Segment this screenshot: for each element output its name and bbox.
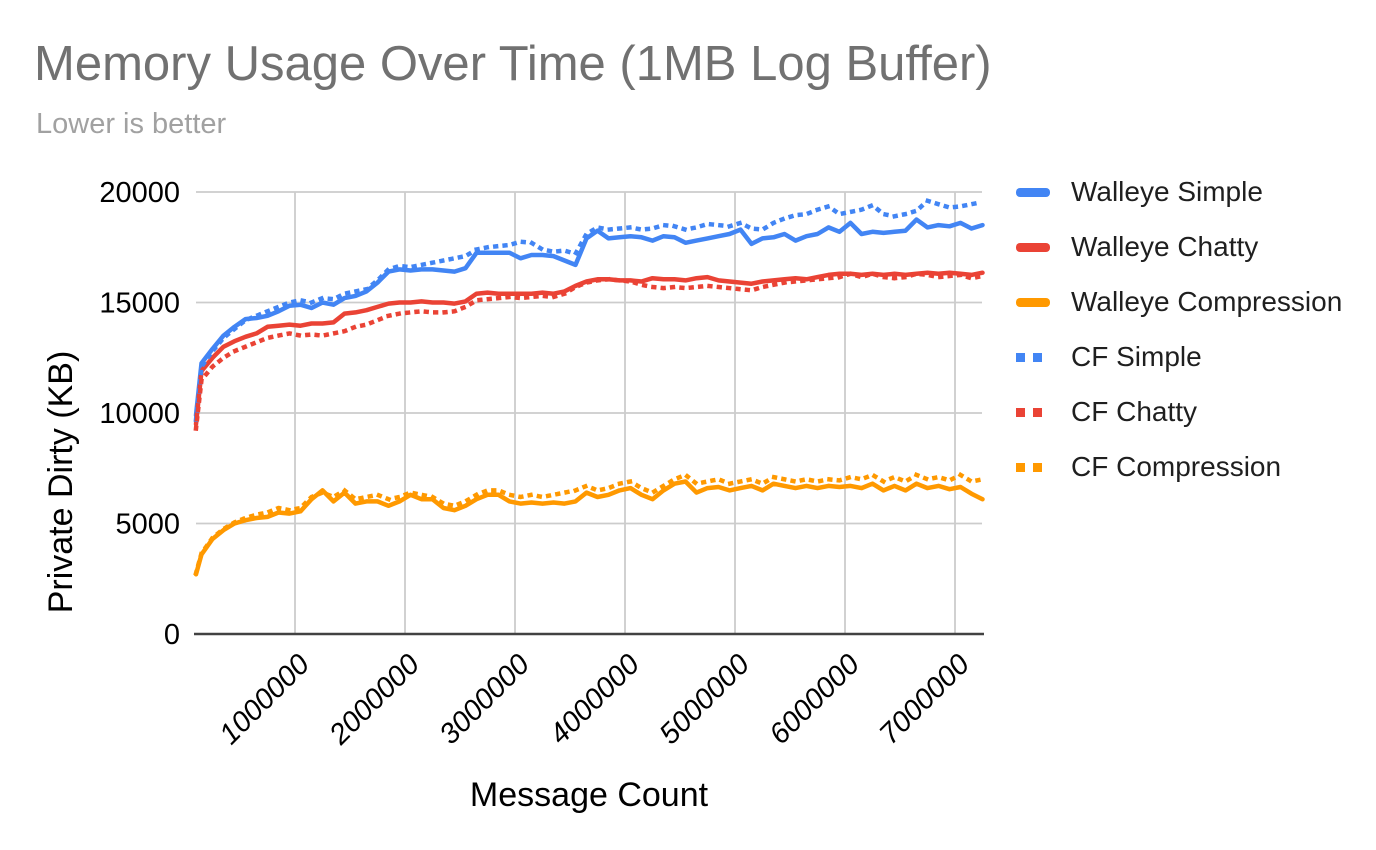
legend-item-walleye-simple[interactable]: Walleye Simple	[1016, 175, 1263, 209]
y-tick-label: 15000	[99, 288, 180, 320]
x-tick-label: 3000000	[433, 648, 535, 750]
series-line-cf-compression	[193, 472, 986, 576]
legend-item-walleye-chatty[interactable]: Walleye Chatty	[1016, 230, 1258, 264]
legend-label: CF Simple	[1071, 341, 1202, 372]
series-line-walleye-chatty	[193, 270, 985, 427]
legend-label: CF Compression	[1071, 451, 1282, 482]
legend-label: Walleye Chatty	[1071, 231, 1259, 262]
y-tick-label: 20000	[99, 177, 180, 209]
cf-chatty-swatch-icon	[1016, 407, 1054, 417]
series-line-walleye-compression	[193, 479, 985, 577]
x-tick-label: 7000000	[873, 648, 975, 750]
legend-label: Walleye Compression	[1071, 286, 1343, 317]
x-tick-label: 5000000	[653, 648, 755, 750]
y-tick-label: 0	[164, 619, 180, 651]
walleye-chatty-swatch-icon	[1016, 242, 1054, 252]
cf-compression-swatch-icon	[1016, 462, 1054, 472]
legend-label: Walleye Simple	[1071, 176, 1263, 207]
x-tick-label: 1000000	[213, 648, 315, 750]
x-tick-label: 6000000	[763, 648, 865, 750]
cf-simple-swatch-icon	[1016, 352, 1054, 362]
series-line-walleye-simple	[193, 217, 985, 418]
x-tick-label: 4000000	[543, 648, 645, 750]
x-axis-title: Message Count	[470, 776, 709, 814]
y-tick-label: 5000	[115, 509, 180, 541]
x-tick-label: 2000000	[323, 648, 426, 751]
y-tick-label: 10000	[99, 398, 180, 430]
legend-label: CF Chatty	[1071, 396, 1198, 427]
legend-item-cf-compression[interactable]: CF Compression	[1016, 450, 1281, 484]
walleye-compression-swatch-icon	[1016, 297, 1054, 307]
walleye-simple-swatch-icon	[1016, 187, 1054, 197]
legend-item-walleye-compression[interactable]: Walleye Compression	[1016, 285, 1342, 319]
legend-item-cf-simple[interactable]: CF Simple	[1016, 340, 1202, 374]
y-axis-title: Private Dirty (KB)	[42, 351, 80, 614]
series-line-cf-simple	[193, 198, 986, 423]
series-line-cf-chatty	[193, 271, 986, 431]
chart-subtitle: Lower is better	[36, 108, 227, 140]
chart-title: Memory Usage Over Time (1MB Log Buffer)	[34, 37, 992, 91]
legend-item-cf-chatty[interactable]: CF Chatty	[1016, 395, 1197, 429]
